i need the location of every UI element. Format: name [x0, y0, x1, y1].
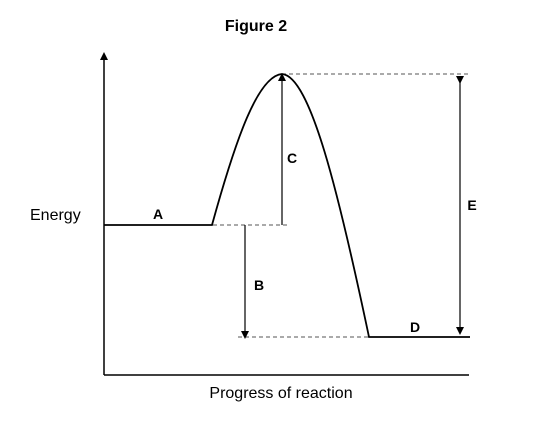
y-axis-label: Energy — [30, 207, 81, 224]
label-c: C — [287, 150, 297, 166]
label-b: B — [254, 277, 264, 293]
label-e: E — [467, 197, 476, 213]
x-axis-label: Progress of reaction — [209, 385, 352, 402]
figure-title: Figure 2 — [225, 18, 287, 35]
label-a: A — [153, 206, 163, 222]
energy-profile-curve — [104, 73, 470, 338]
label-d: D — [410, 319, 420, 335]
